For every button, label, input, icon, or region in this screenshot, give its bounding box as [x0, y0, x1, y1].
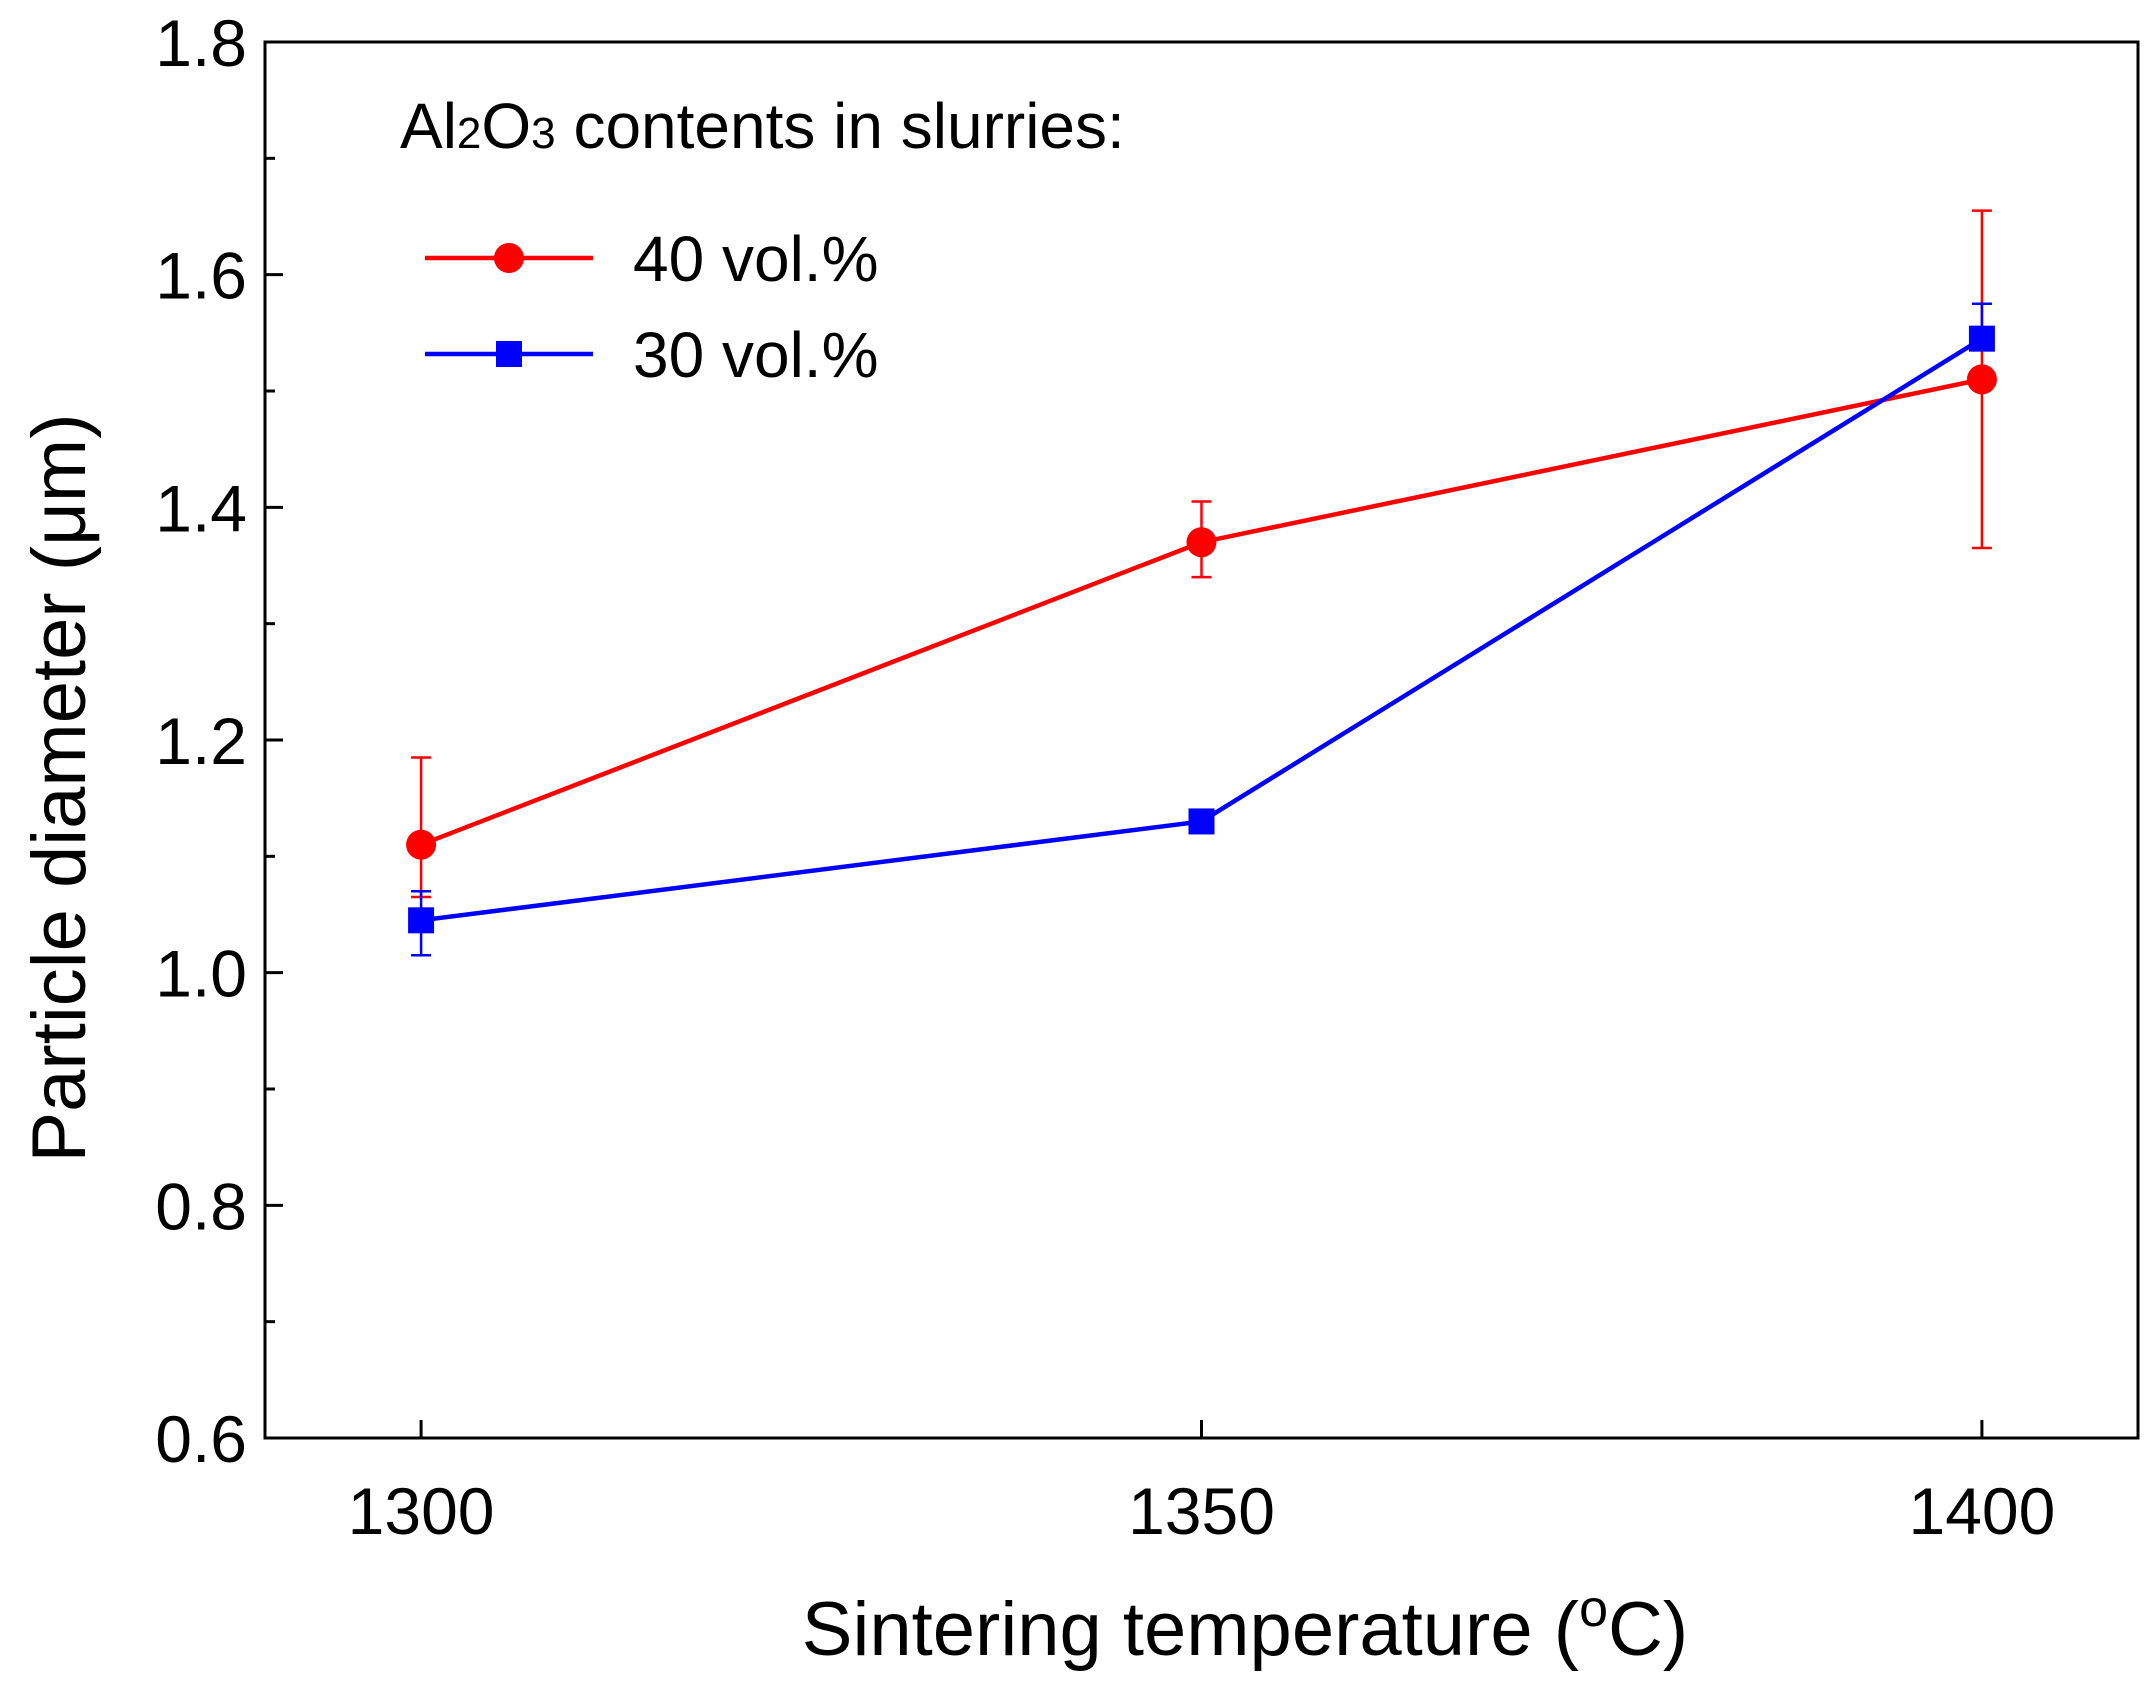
legend-marker: [494, 243, 524, 273]
data-point: [408, 907, 435, 934]
x-tick-label: 1350: [1128, 1474, 1275, 1548]
legend-label: 40 vol.%: [633, 223, 878, 295]
series-2: [408, 302, 1995, 957]
data-point: [1186, 527, 1217, 558]
x-tick-label: 1400: [1909, 1474, 2056, 1548]
y-tick-label: 1.8: [155, 6, 247, 80]
legend-label: 30 vol.%: [633, 319, 878, 391]
legend: Al2O3 contents in slurries: 40 vol.% 30 v…: [400, 90, 1125, 391]
x-axis-title: Sintering temperature (oC): [802, 1580, 1688, 1672]
y-tick-label: 1.6: [155, 239, 247, 313]
y-tick-label: 1.0: [155, 937, 247, 1011]
y-tick-label: 0.8: [155, 1169, 247, 1243]
series-1: [406, 209, 1997, 899]
data-point: [406, 829, 437, 860]
y-tick-label: 0.6: [155, 1402, 247, 1476]
x-tick-label: 1300: [348, 1474, 495, 1548]
y-tick-label: 1.2: [155, 704, 247, 778]
y-axis-title: Particle diameter (μm): [17, 413, 102, 1162]
y-tick-label: 1.4: [155, 471, 247, 545]
data-point: [1188, 808, 1215, 835]
ticks: 0.6 0.8 1.0 1.2 1.4 1.6 1.8 1300 1350 1400: [155, 6, 2055, 1548]
legend-marker: [496, 341, 522, 367]
data-point: [1968, 325, 1995, 352]
x-axis-title-text: Sintering temperature: [802, 1587, 1533, 1672]
legend-title: Al2O3 contents in slurries:: [400, 90, 1125, 162]
data-point: [1966, 364, 1997, 395]
legend-entries: 40 vol.% 30 vol.%: [425, 223, 878, 391]
series-layer: [406, 209, 1997, 957]
